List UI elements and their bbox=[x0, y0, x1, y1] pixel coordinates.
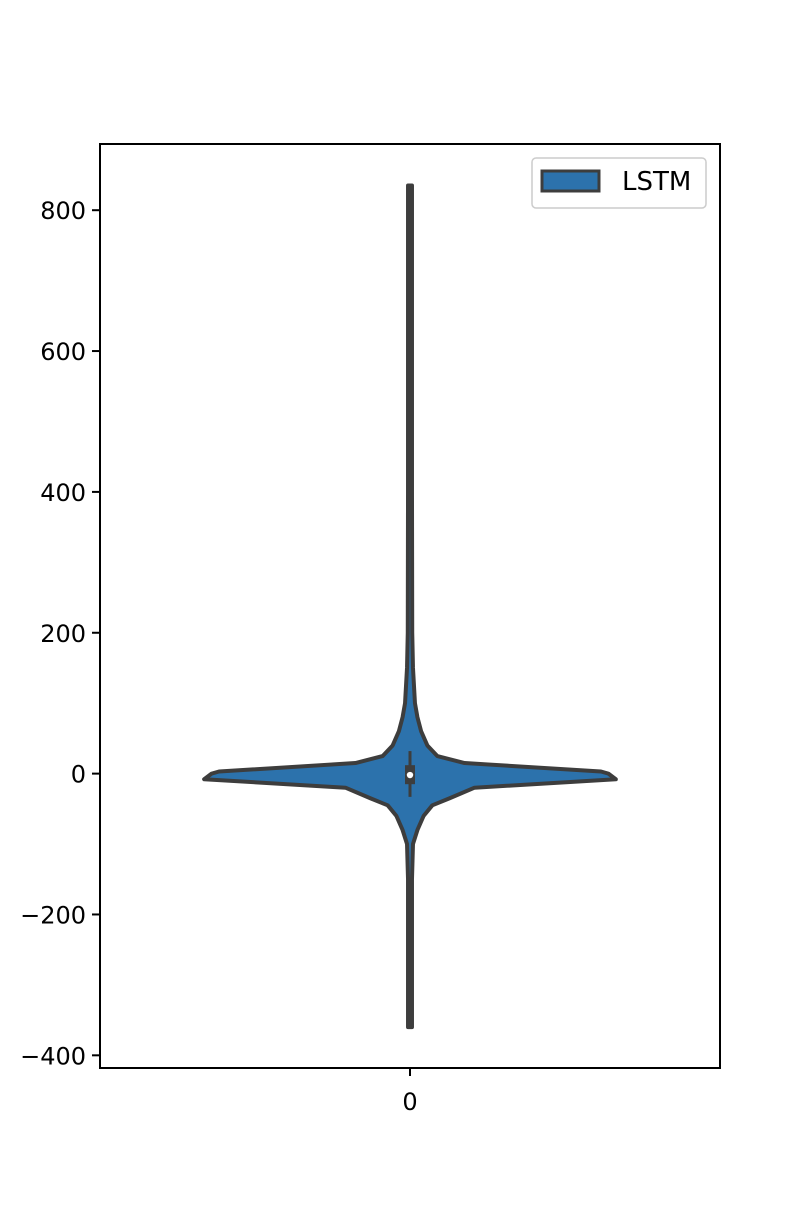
axes: −400 −200 0 200 400 600 800 0 bbox=[20, 143, 721, 1116]
y-tick-label: 800 bbox=[40, 197, 86, 225]
legend-swatch-lstm bbox=[540, 169, 601, 193]
y-tick-label: −200 bbox=[20, 901, 86, 929]
y-tick-label: −400 bbox=[20, 1042, 86, 1070]
violin-body-lstm bbox=[202, 183, 618, 1030]
y-tick-label: 600 bbox=[40, 338, 86, 366]
y-tick-label: 0 bbox=[71, 761, 86, 789]
y-tick-label: 400 bbox=[40, 479, 86, 507]
y-tick-label: 200 bbox=[40, 620, 86, 648]
x-tick-label: 0 bbox=[402, 1088, 417, 1116]
legend: LSTM bbox=[531, 157, 707, 209]
violin-median-dot-lstm bbox=[406, 771, 414, 779]
plot-area bbox=[202, 183, 618, 1030]
legend-label-lstm: LSTM bbox=[622, 167, 691, 197]
